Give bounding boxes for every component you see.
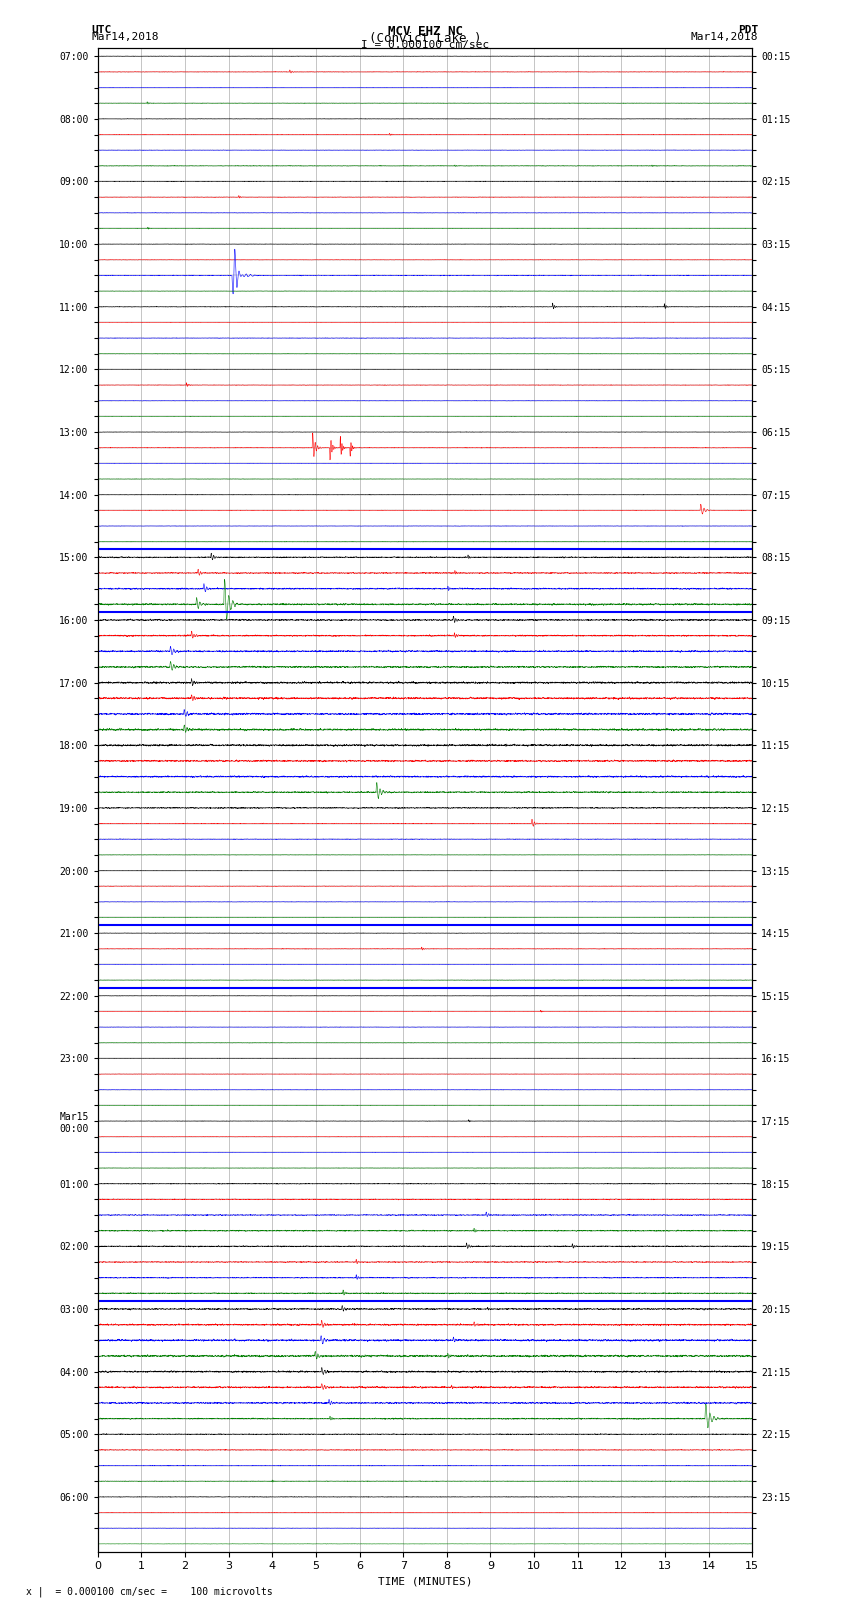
Text: MCV EHZ NC: MCV EHZ NC	[388, 24, 462, 39]
Text: (Convict Lake ): (Convict Lake )	[369, 32, 481, 45]
X-axis label: TIME (MINUTES): TIME (MINUTES)	[377, 1578, 473, 1587]
Text: I = 0.000100 cm/sec: I = 0.000100 cm/sec	[361, 39, 489, 50]
Text: Mar14,2018: Mar14,2018	[691, 32, 758, 42]
Text: PDT: PDT	[738, 24, 758, 35]
Text: Mar14,2018: Mar14,2018	[92, 32, 159, 42]
Text: x |  = 0.000100 cm/sec =    100 microvolts: x | = 0.000100 cm/sec = 100 microvolts	[26, 1586, 272, 1597]
Text: UTC: UTC	[92, 24, 112, 35]
